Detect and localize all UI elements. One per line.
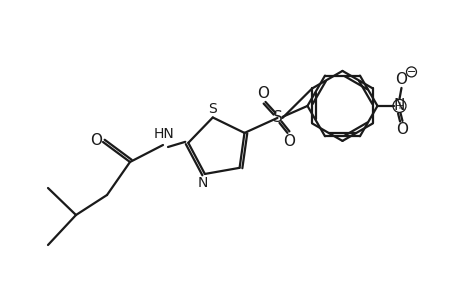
Text: O: O <box>90 133 102 148</box>
Text: O: O <box>257 86 269 101</box>
Text: O: O <box>396 122 408 137</box>
Text: +: + <box>395 101 403 111</box>
Text: S: S <box>272 110 282 125</box>
Text: −: − <box>406 67 415 77</box>
Text: O: O <box>395 72 407 87</box>
Text: HN: HN <box>153 127 174 141</box>
Text: N: N <box>393 98 404 113</box>
Text: N: N <box>197 176 207 190</box>
Text: S: S <box>208 103 217 116</box>
Text: O: O <box>283 134 295 149</box>
